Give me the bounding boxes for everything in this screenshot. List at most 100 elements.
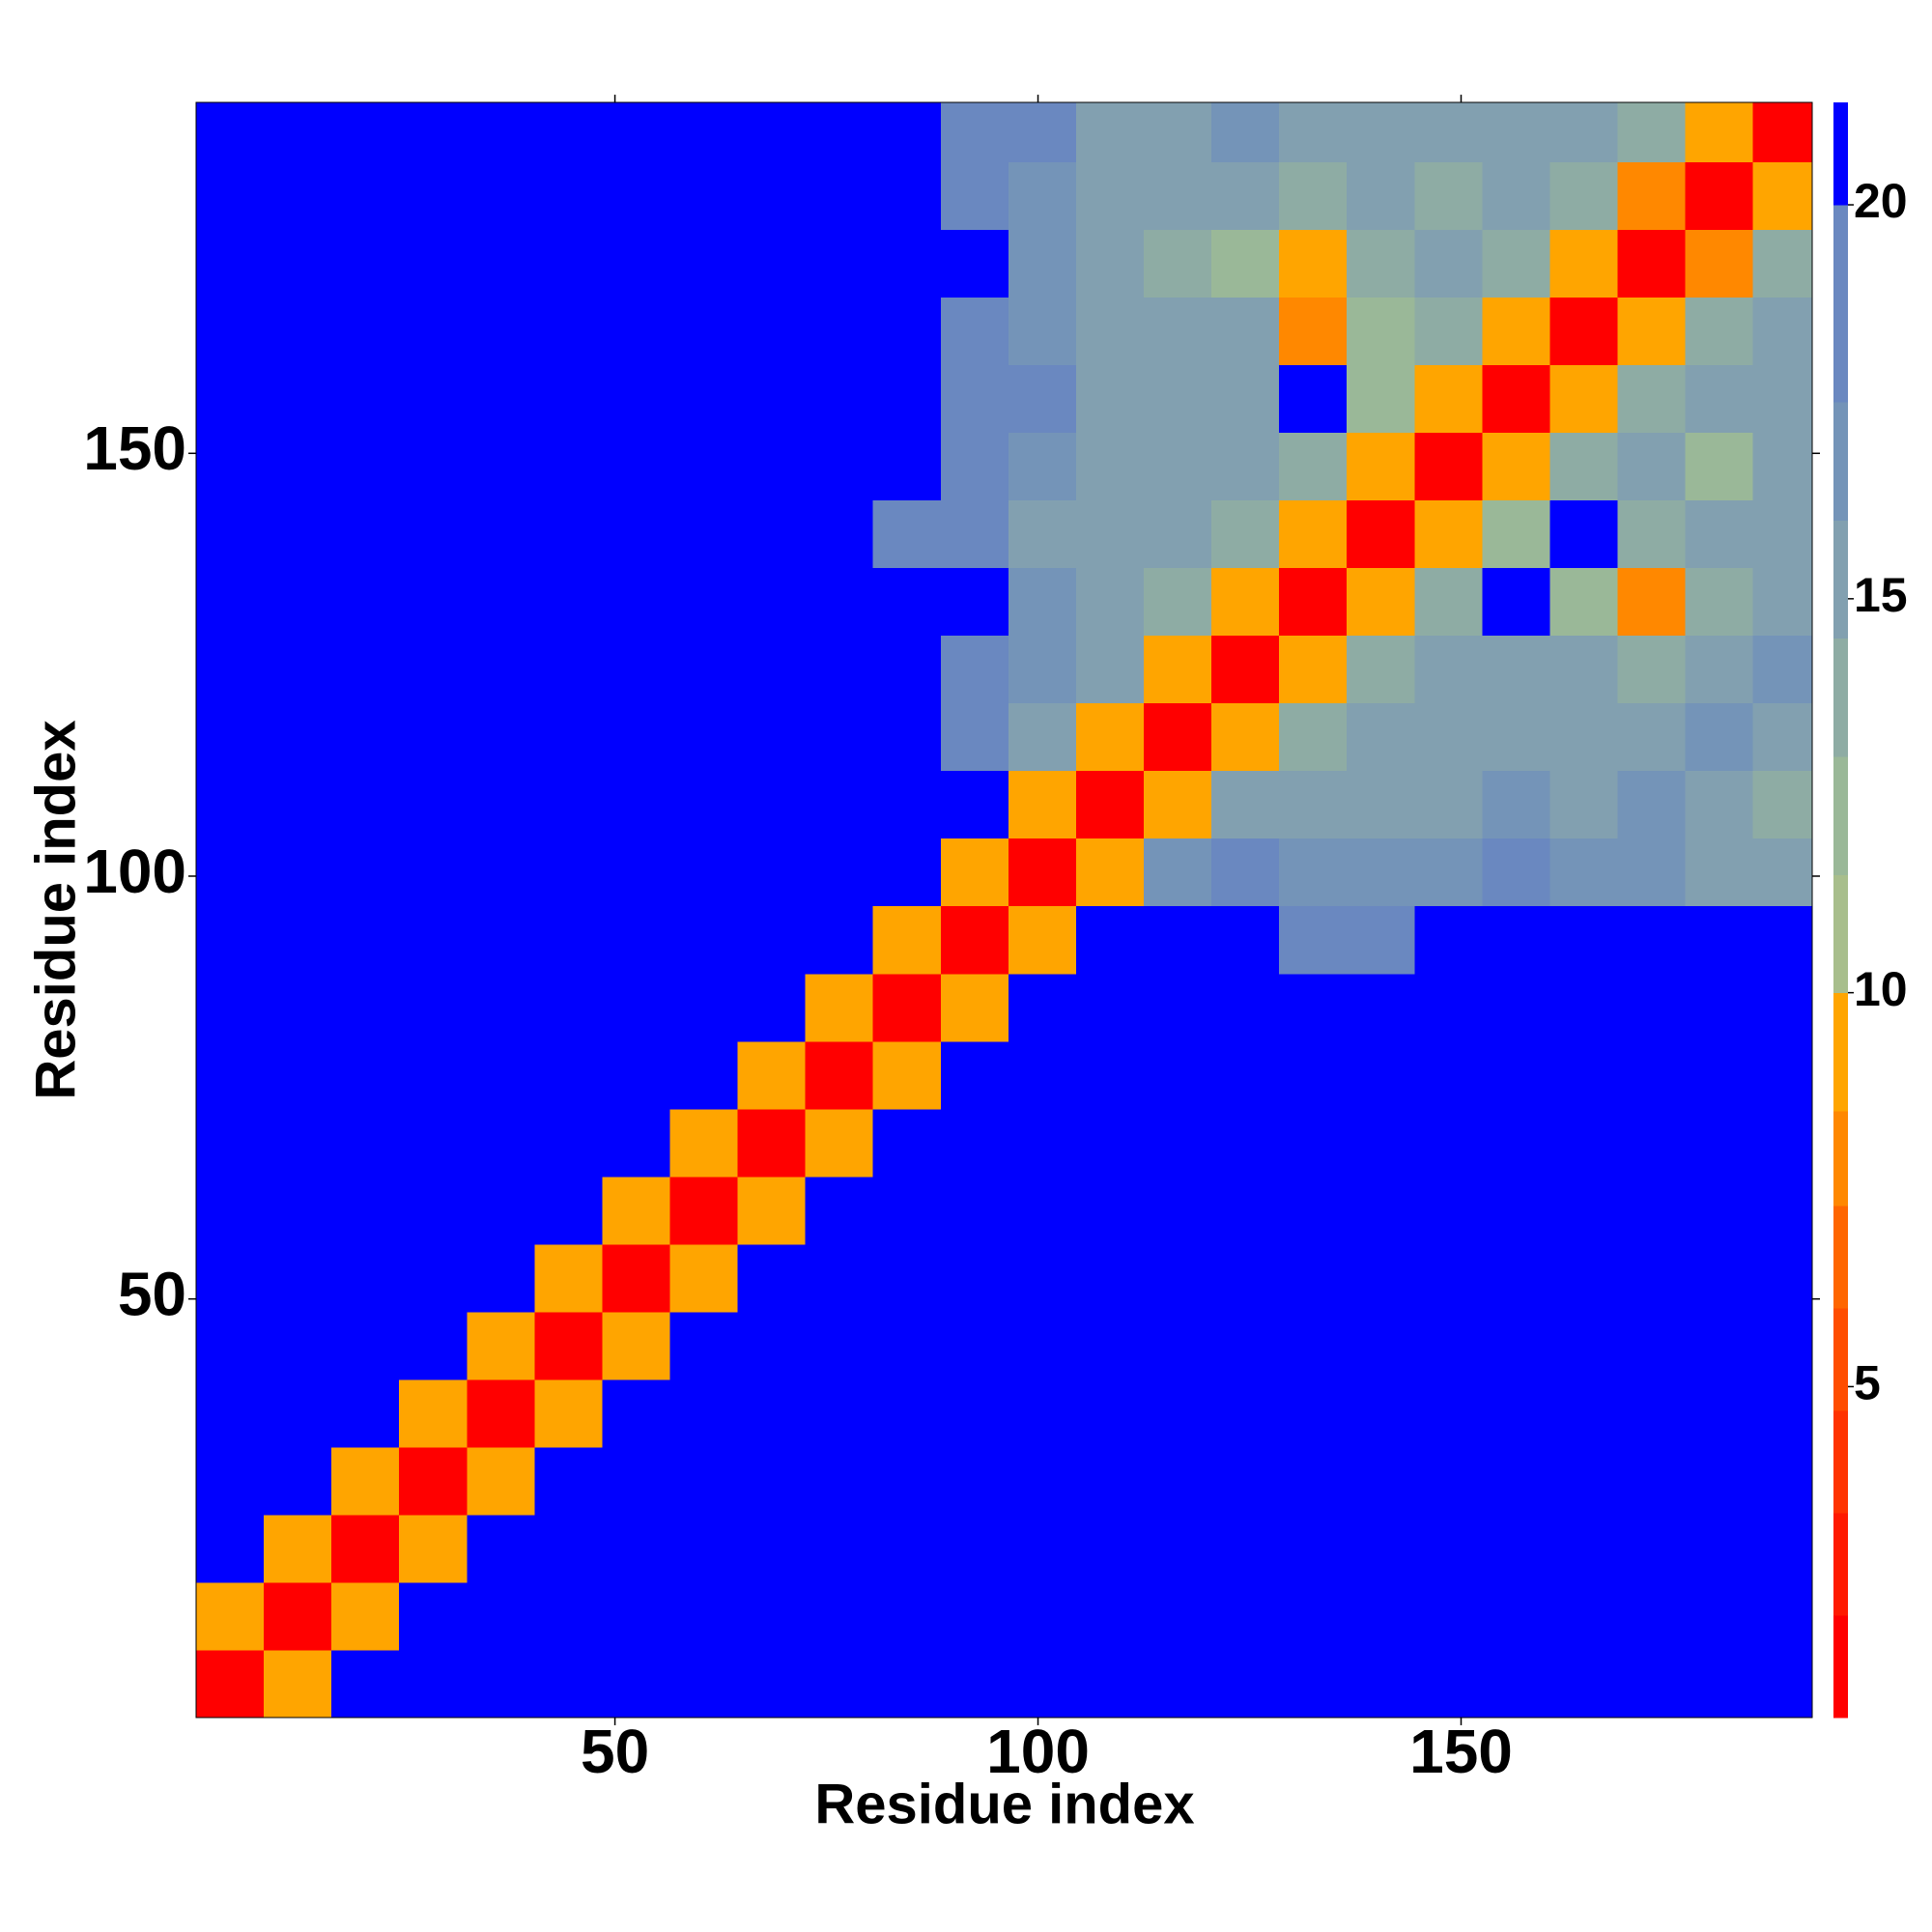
heatmap-cell (1617, 1311, 1687, 1380)
heatmap-cell (1752, 102, 1813, 162)
heatmap-cell (467, 364, 535, 434)
heatmap-cell (1685, 905, 1754, 975)
heatmap-cell (1414, 1311, 1483, 1380)
heatmap-cell (602, 1446, 671, 1516)
heatmap-cell (737, 770, 807, 839)
heatmap-cell (534, 905, 604, 975)
heatmap-cell (1482, 1378, 1551, 1448)
heatmap-cell (467, 1446, 535, 1516)
heatmap-cell (1144, 702, 1212, 772)
heatmap-cell (872, 635, 942, 704)
heatmap-cell (534, 567, 604, 637)
heatmap-cell (1144, 1040, 1212, 1110)
heatmap-cell (1482, 1581, 1551, 1651)
heatmap-cell (1482, 102, 1551, 162)
heatmap-cell (1482, 702, 1551, 772)
heatmap-cell (196, 1311, 265, 1380)
heatmap-cell (1549, 1649, 1619, 1719)
heatmap-cell (940, 432, 1009, 501)
heatmap-cell (264, 1581, 332, 1651)
colorbar-band (1833, 1205, 1848, 1309)
heatmap-cell (1211, 1311, 1280, 1380)
heatmap-cell (1617, 229, 1687, 298)
heatmap-cell (1414, 1649, 1483, 1719)
heatmap-cell (1144, 1649, 1212, 1719)
heatmap-cell (1347, 1311, 1415, 1380)
heatmap-cell (737, 838, 807, 907)
heatmap-cell (737, 102, 807, 162)
heatmap-cell (1008, 635, 1077, 704)
heatmap-cell (872, 1649, 942, 1719)
heatmap-cell (1347, 499, 1415, 569)
heatmap-cell (1144, 102, 1212, 162)
heatmap-cell (1279, 635, 1348, 704)
heatmap-cell (1211, 1040, 1280, 1110)
heatmap-cell (534, 1649, 604, 1719)
heatmap-cell (264, 1243, 332, 1313)
heatmap-cell (872, 567, 942, 637)
heatmap-cell (1075, 432, 1145, 501)
heatmap-cell (264, 1176, 332, 1245)
heatmap-cell (602, 567, 671, 637)
heatmap-cell (669, 1040, 739, 1110)
heatmap-cell (534, 1581, 604, 1651)
heatmap-cell (399, 838, 468, 907)
heatmap-cell (1211, 229, 1280, 298)
heatmap-cell (1008, 1649, 1077, 1719)
heatmap-cell (940, 1243, 1009, 1313)
heatmap-cell (940, 364, 1009, 434)
heatmap-cell (669, 1378, 739, 1448)
heatmap-cell (669, 1649, 739, 1719)
heatmap-cell (534, 1378, 604, 1448)
x-tick-label: 50 (581, 1717, 649, 1786)
heatmap-cell (1075, 1446, 1145, 1516)
heatmap-cell (1211, 838, 1280, 907)
heatmap-cell (264, 161, 332, 230)
heatmap-cell (1752, 1176, 1813, 1245)
colorbar-band (1833, 1110, 1848, 1207)
heatmap-cell (196, 364, 265, 434)
heatmap-cell (1144, 567, 1212, 637)
heatmap-cell (467, 770, 535, 839)
heatmap-cell (467, 102, 535, 162)
heatmap-cell (602, 1378, 671, 1448)
heatmap-cell (534, 432, 604, 501)
heatmap-cell (1075, 1176, 1145, 1245)
heatmap-cell (1279, 973, 1348, 1042)
heatmap-cell (196, 1649, 265, 1719)
colorbar-tick-label: 5 (1854, 1356, 1881, 1410)
heatmap-cell (805, 499, 874, 569)
heatmap-cell (196, 635, 265, 704)
heatmap-cell (669, 1108, 739, 1178)
heatmap-cell (1482, 635, 1551, 704)
heatmap-cell (1414, 499, 1483, 569)
heatmap-cell (940, 770, 1009, 839)
heatmap-cell (669, 905, 739, 975)
heatmap-cell (1144, 161, 1212, 230)
heatmap-cell (940, 1311, 1009, 1380)
heatmap-cell (1279, 567, 1348, 637)
heatmap-cell (331, 297, 400, 365)
heatmap-cell (331, 702, 400, 772)
heatmap-cell (467, 1040, 535, 1110)
heatmap-cell (940, 702, 1009, 772)
heatmap-cell (1617, 702, 1687, 772)
heatmap-cell (1008, 1446, 1077, 1516)
heatmap-cell (602, 635, 671, 704)
heatmap-cell (264, 1378, 332, 1448)
heatmap-cell (602, 1514, 671, 1583)
colorbar-tick-label: 20 (1854, 174, 1908, 228)
heatmap-cell (1075, 838, 1145, 907)
heatmap-cell (602, 838, 671, 907)
heatmap-cell (805, 1311, 874, 1380)
heatmap-cell (1008, 364, 1077, 434)
heatmap-cell (737, 1514, 807, 1583)
heatmap-cell (1752, 838, 1813, 907)
heatmap-cell (1144, 229, 1212, 298)
heatmap-cell (1617, 635, 1687, 704)
heatmap-cell (399, 364, 468, 434)
heatmap-cell (1211, 1243, 1280, 1313)
y-tick-label: 100 (83, 837, 186, 906)
heatmap-cell (1617, 770, 1687, 839)
heatmap-cell (1008, 702, 1077, 772)
